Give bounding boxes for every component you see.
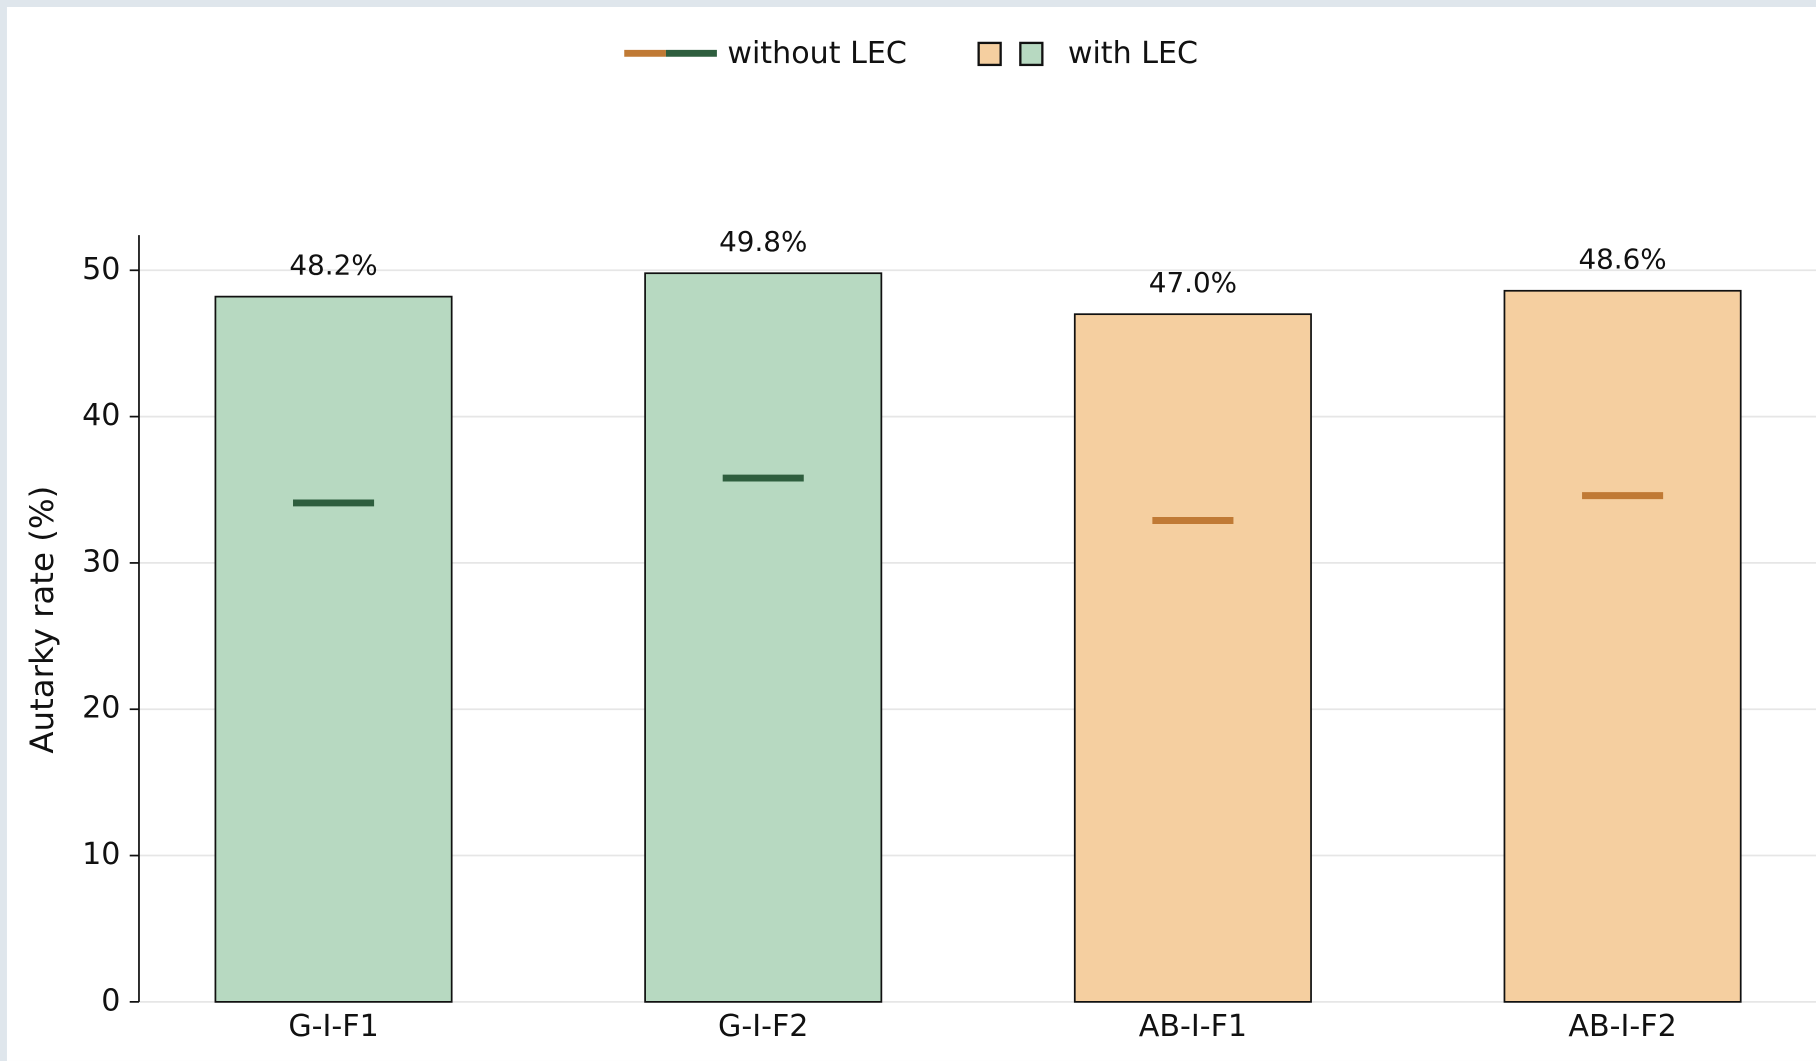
y-tick-label: 50	[82, 252, 120, 287]
x-tick-label: AB-I-F2	[1568, 1009, 1676, 1044]
value-label: 48.2%	[289, 249, 377, 282]
y-tick-label: 0	[101, 983, 120, 1018]
value-label: 47.0%	[1149, 266, 1237, 299]
y-tick-label: 20	[82, 691, 120, 726]
value-label: 49.8%	[719, 225, 807, 258]
bar	[1503, 289, 1742, 1003]
y-tick-label: 40	[82, 398, 120, 433]
x-tick-label: G-I-F2	[718, 1009, 808, 1044]
y-axis-label: Autarky rate (%)	[23, 486, 61, 754]
y-tick-label: 10	[82, 837, 120, 872]
legend-swatch	[1019, 41, 1044, 67]
bar	[1073, 313, 1312, 1003]
x-tick-label: G-I-F1	[288, 1009, 378, 1044]
bar	[644, 272, 883, 1003]
legend-label: with LEC	[1068, 36, 1198, 71]
legend-swatch	[977, 41, 1002, 67]
x-tick-label: AB-I-F1	[1139, 1009, 1247, 1044]
y-tick-label: 30	[82, 544, 120, 579]
bar	[214, 295, 453, 1003]
legend-label: without LEC	[727, 36, 907, 71]
value-label: 48.6%	[1578, 243, 1666, 276]
